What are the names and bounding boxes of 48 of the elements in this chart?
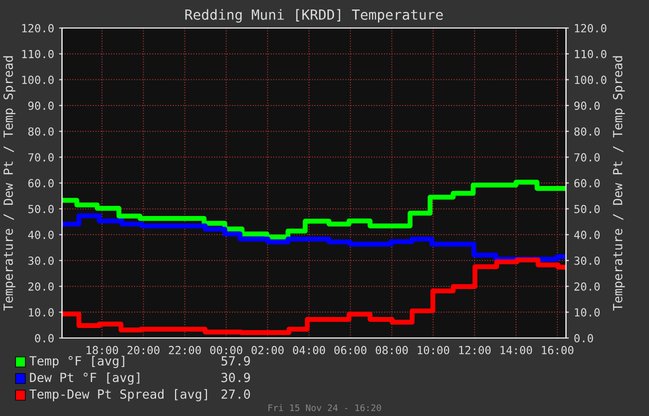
x-tick-label: 16:00	[542, 346, 574, 354]
x-tick-label: 12:00	[459, 346, 491, 354]
x-tick-label: 10:00	[418, 346, 450, 354]
text: 57.9	[222, 356, 250, 366]
x-tick-label: 20:00	[128, 346, 160, 354]
y2-tick-label: 40.0	[574, 230, 600, 240]
y-tick-label: 30.0	[28, 256, 54, 265]
y2-tick-label: 120.0	[574, 24, 606, 32]
y2-tick-label: 50.0	[574, 204, 600, 214]
x-tick-label: 00:00	[210, 346, 242, 354]
y-tick-label: 120.0	[22, 24, 54, 32]
y-tick-label: 70.0	[28, 153, 54, 162]
text: 27.0	[222, 389, 250, 399]
y-tick-label: 0.0	[35, 334, 54, 342]
y-tick-label: 40.0	[28, 230, 54, 240]
y2-tick-label: 80.0	[574, 127, 600, 136]
y2-tick-label: 110.0	[574, 50, 606, 58]
y-tick-label: 110.0	[22, 50, 54, 58]
y-axis-title: Temperature / Dew Pt / Temp Spread	[3, 56, 16, 311]
y2-tick-label: 100.0	[574, 76, 606, 84]
legend-label: Dew Pt °F [avg]	[30, 372, 140, 385]
y2-tick-label: 70.0	[574, 153, 600, 162]
y2-tick-label: 20.0	[574, 282, 600, 291]
y-tick-label: 20.0	[28, 282, 54, 291]
x-tick-label: 14:00	[500, 346, 532, 354]
legend-label: Temp-Dew Pt Spread [avg]	[29, 389, 207, 402]
x-tick-label: 02:00	[252, 346, 284, 354]
chart-title: Redding Muni [KRDD] Temperature	[185, 9, 443, 23]
y-tick-label: 90.0	[28, 102, 54, 110]
y-tick-label: 60.0	[28, 179, 54, 188]
x-tick-label: 22:00	[168, 346, 201, 354]
y2-tick-label: 90.0	[574, 102, 600, 110]
y-tick-label: 50.0	[28, 204, 54, 214]
y2-tick-label: 0.0	[574, 334, 593, 342]
y-tick-label: 100.0	[22, 76, 54, 84]
y-tick-label: 10.0	[28, 308, 54, 317]
y-tick-label: 80.0	[28, 127, 54, 136]
x-tick-label: 04:00	[292, 346, 325, 354]
text: 30.9	[221, 372, 250, 382]
text: Fri 15 Nov 24 - 16:20	[268, 404, 381, 412]
y2-tick-label: 30.0	[574, 256, 600, 265]
y2-axis-title: Temperature / Dew Pt / Temp Spread	[612, 56, 625, 311]
x-tick-label: 06:00	[334, 346, 366, 354]
legend-label: Temp °F [avg]	[29, 356, 124, 368]
x-tick-label: 08:00	[376, 346, 408, 354]
y2-tick-label: 60.0	[574, 179, 600, 188]
y2-tick-label: 10.0	[574, 308, 600, 317]
x-tick-label: 18:00	[86, 346, 118, 354]
